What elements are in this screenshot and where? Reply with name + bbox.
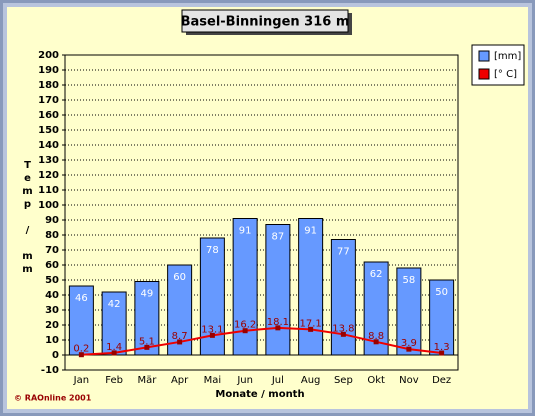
data-label: 46	[75, 293, 88, 304]
bar	[101, 291, 127, 356]
marker	[275, 325, 281, 331]
y-tick-label: 70	[45, 245, 59, 256]
title-box	[181, 9, 349, 33]
data-label: 91	[304, 226, 317, 237]
data-label: 78	[206, 245, 219, 256]
bar	[396, 267, 422, 356]
legend-swatch	[478, 50, 490, 62]
data-label: 62	[370, 269, 383, 280]
x-tick-label: Dez	[432, 375, 451, 386]
y-tick-label: 0	[52, 350, 59, 361]
marker	[177, 339, 183, 345]
y-axis-label: Temp / mm	[22, 160, 33, 277]
x-tick-label: Sep	[334, 375, 353, 386]
data-label: 18.1	[267, 317, 289, 328]
data-label: 60	[173, 272, 186, 283]
data-label: 87	[272, 232, 285, 243]
x-tick-label: Nov	[399, 375, 419, 386]
x-tick-label: Jan	[73, 375, 89, 386]
data-label: 17.1	[299, 318, 321, 329]
data-label: 8.8	[368, 331, 384, 342]
y-tick-label: 150	[38, 125, 59, 136]
marker	[340, 331, 346, 337]
y-tick-label: -10	[41, 365, 59, 376]
y-tick-label: 190	[38, 65, 59, 76]
chart-title: Basel-Binningen 316 m	[181, 15, 350, 30]
marker	[111, 350, 117, 356]
y-tick-label: 10	[45, 335, 59, 346]
data-label: 42	[108, 299, 121, 310]
y-tick-label: 120	[38, 170, 59, 181]
data-label: 77	[337, 247, 350, 258]
marker	[406, 346, 412, 352]
data-label: 16.2	[234, 320, 256, 331]
y-tick-label: 110	[38, 185, 59, 196]
y-tick-label: 180	[38, 80, 59, 91]
y-tick-label: 160	[38, 110, 59, 121]
bar	[429, 279, 455, 356]
y-tick-label: 50	[45, 275, 59, 286]
data-label: 1.4	[106, 342, 122, 353]
bar	[68, 285, 94, 356]
y-tick-label: 30	[45, 305, 59, 316]
data-label: 13.8	[332, 323, 354, 334]
legend-label: [° C]	[494, 69, 517, 80]
bar	[298, 218, 324, 356]
y-tick-label: 20	[45, 320, 59, 331]
y-tick-label: 130	[38, 155, 59, 166]
marker	[373, 339, 379, 345]
data-label: 49	[141, 289, 154, 300]
bar	[265, 224, 291, 356]
y-tick-label: 170	[38, 95, 59, 106]
marker	[308, 326, 314, 332]
marker	[242, 328, 248, 334]
x-tick-label: Mär	[137, 375, 157, 386]
marker	[209, 332, 215, 338]
legend-swatch	[478, 68, 490, 80]
bar	[134, 281, 160, 356]
y-tick-label: 90	[45, 215, 59, 226]
data-label: 5.1	[139, 336, 155, 347]
y-tick-label: 60	[45, 260, 59, 271]
data-label: 50	[435, 287, 448, 298]
y-tick-label: 80	[45, 230, 59, 241]
y-tick-label: 200	[38, 50, 59, 61]
marker	[439, 350, 445, 356]
y-tick-label: 140	[38, 140, 59, 151]
data-label: 13.1	[201, 324, 223, 335]
x-tick-label: Feb	[105, 375, 123, 386]
y-tick-label: 100	[38, 200, 59, 211]
data-label: 3.9	[401, 338, 417, 349]
x-tick-label: Okt	[367, 375, 385, 386]
x-axis-label: Monate / month	[215, 389, 304, 400]
plot-border	[64, 54, 459, 371]
x-tick-label: Jul	[271, 375, 284, 386]
marker	[78, 352, 84, 358]
bar	[232, 218, 258, 356]
legend-label: [mm]	[494, 51, 521, 62]
y-tick-label: 40	[45, 290, 59, 301]
footer: © RAOnline 2001	[14, 394, 92, 403]
x-tick-label: Aug	[301, 375, 321, 386]
data-label: 58	[403, 275, 416, 286]
line	[81, 326, 442, 356]
x-tick-label: Apr	[171, 375, 189, 386]
data-label: 1.3	[434, 342, 450, 353]
data-label: 8.7	[172, 331, 188, 342]
marker	[144, 344, 150, 350]
x-tick-label: Mai	[204, 375, 222, 386]
x-tick-label: Jun	[236, 375, 253, 386]
data-label: 91	[239, 226, 252, 237]
data-label: 0.2	[73, 344, 89, 355]
